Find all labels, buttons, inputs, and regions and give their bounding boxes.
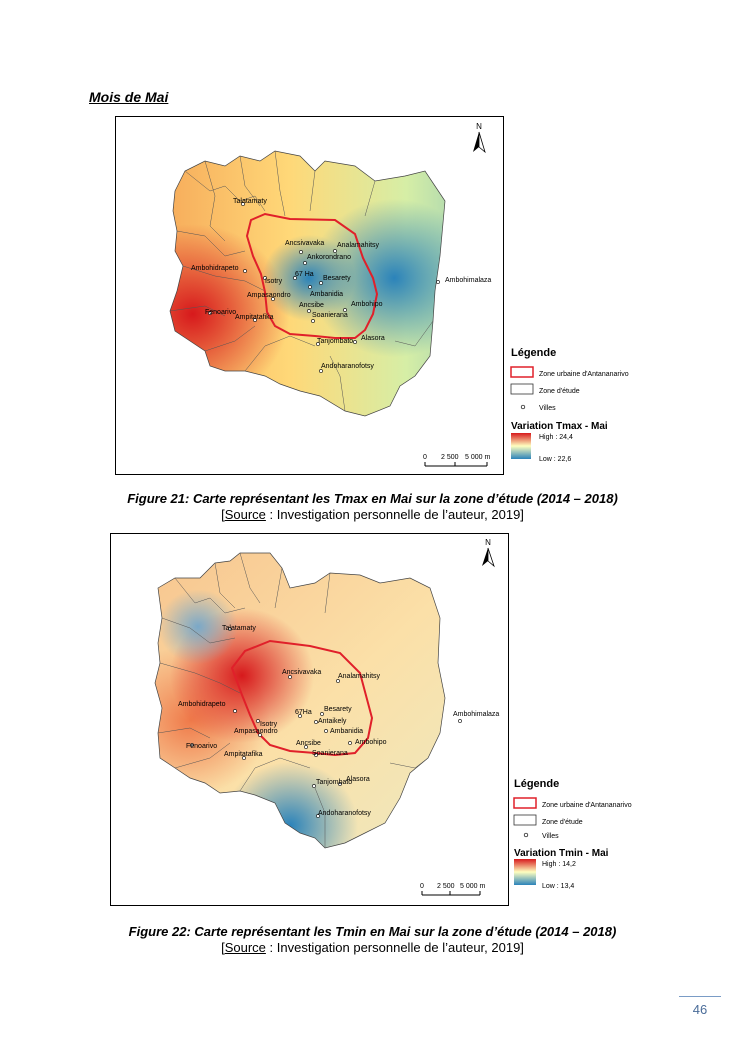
map-tmin: Talatamaty Ancsivavaka Analamahitsy 67Ha… (110, 533, 655, 908)
city-label: Analamahitsy (338, 673, 381, 680)
legend-cities-label: Villes (539, 405, 556, 412)
legend-urban-label: Zone urbaine d'Antananarivo (542, 802, 632, 809)
city-label: Tanjombato (316, 779, 352, 786)
scale-label: 0 (423, 454, 427, 461)
city-label: Ambohidrapeto (191, 265, 239, 272)
city-label: Besarety (324, 706, 352, 713)
scale-bar: 0 2 500 5 000 m (420, 883, 485, 896)
city-label: Alasora (361, 335, 385, 342)
legend-tmax: Légende Zone urbaine d'Antananarivo Zone… (510, 347, 629, 463)
city-label: Ambanidia (330, 728, 363, 735)
map-tmax-svg: Talatamaty Ancsivavaka Analamahitsy Anko… (115, 116, 629, 475)
city-label: Ankorondrano (307, 254, 351, 261)
city-label: Alasora (346, 776, 370, 783)
map-tmax: Talatamaty Ancsivavaka Analamahitsy Anko… (115, 116, 655, 476)
city-label: Ampasaondro (247, 292, 291, 299)
city-label: Ancsivavaka (282, 669, 321, 676)
north-arrow: N (473, 122, 486, 154)
legend-high-value: High : 14,2 (542, 861, 576, 868)
section-title: Mois de Mai (89, 89, 169, 105)
legend-tmin: Légende Zone urbaine d'Antananarivo Zone… (513, 778, 632, 890)
city-label: Ancsibe (296, 740, 321, 747)
page-number-rule (679, 996, 721, 997)
tmin-city-labels: Talatamaty Ancsivavaka Analamahitsy 67Ha… (178, 625, 499, 818)
city-label: Besarety (323, 275, 351, 282)
figure-22-source: [Source : Investigation personnelle de l… (221, 940, 524, 955)
city-label: Ampitatafika (224, 751, 263, 758)
city-label: Ambanidia (310, 291, 343, 298)
tmax-city-labels: Talatamaty Ancsivavaka Analamahitsy Anko… (191, 198, 491, 373)
source-text: : Investigation personnelle de l’auteur,… (265, 940, 524, 955)
legend-title: Légende (514, 778, 559, 790)
city-label: Andoharanofotsy (318, 810, 371, 817)
city-label: Analamahitsy (337, 242, 380, 249)
legend-variable-title: Variation Tmax - Mai (511, 421, 608, 432)
scale-label: 2 500 (437, 883, 455, 890)
map-tmin-svg: Talatamaty Ancsivavaka Analamahitsy 67Ha… (110, 533, 632, 906)
commune-boundaries (169, 150, 434, 412)
scale-label: 0 (420, 883, 424, 890)
city-label: Isotry (265, 278, 283, 285)
city-label: Talatamaty (222, 625, 256, 632)
city-label: Fenoarivo (186, 743, 217, 750)
scale-label: 2 500 (441, 454, 459, 461)
source-word: Source (224, 940, 266, 955)
city-label: 67Ha (295, 709, 312, 716)
figure-21-source: [Source : Investigation personnelle de l… (221, 507, 524, 522)
city-label: Soanierana (312, 750, 348, 757)
figure-22-title: Figure 22: Carte représentant les Tmin e… (128, 924, 617, 939)
urban-zone-outline (245, 212, 379, 339)
city-label: Isotry (260, 721, 278, 728)
city-label: Tanjombato (317, 338, 353, 345)
legend-high-value: High : 24,4 (539, 434, 573, 441)
city-label: Ampasaondro (234, 728, 278, 735)
north-arrow: N (482, 538, 495, 568)
legend-low-value: Low : 13,4 (542, 883, 574, 890)
city-label: Ambohidrapeto (178, 701, 226, 708)
city-label: Ancsibe (299, 302, 324, 309)
scale-bar: 0 2 500 5 000 m (423, 454, 490, 467)
city-label: Andoharanofotsy (321, 363, 374, 370)
commune-boundaries (157, 552, 429, 848)
legend-title: Légende (511, 347, 556, 359)
page-number: 46 (692, 1002, 708, 1017)
legend-urban-label: Zone urbaine d'Antananarivo (539, 371, 629, 378)
city-label: Antaikely (318, 718, 347, 725)
study-area-outline (169, 150, 446, 417)
city-label: Soanierana (312, 312, 348, 319)
legend-study-label: Zone d'étude (539, 388, 580, 395)
tmin-surface (155, 553, 445, 848)
city-label: Ampitatafika (235, 314, 274, 321)
legend-color-ramp (511, 433, 531, 459)
caption-figure-21: Figure 21: Carte représentant les Tmax e… (0, 491, 745, 523)
study-area-outline (154, 552, 446, 849)
city-label: Fenoarivo (205, 309, 236, 316)
legend-cities-label: Villes (542, 833, 559, 840)
figure-21-title: Figure 21: Carte représentant les Tmax e… (127, 491, 618, 506)
legend-variable-title: Variation Tmin - Mai (514, 848, 609, 859)
city-label: Ambohipo (351, 301, 383, 308)
city-label: Ambohipo (355, 739, 387, 746)
caption-figure-22: Figure 22: Carte représentant les Tmin e… (0, 924, 745, 956)
north-label: N (476, 122, 482, 131)
urban-zone-outline (230, 639, 374, 757)
city-label: 67 Ha (295, 271, 314, 278)
legend-study-label: Zone d'étude (542, 819, 583, 826)
north-label: N (485, 538, 491, 547)
source-word: Source (224, 507, 266, 522)
source-text: : Investigation personnelle de l’auteur,… (265, 507, 524, 522)
scale-label: 5 000 m (465, 454, 490, 461)
legend-low-value: Low : 22,6 (539, 456, 571, 463)
city-label: Talatamaty (233, 198, 267, 205)
legend-color-ramp (514, 859, 536, 885)
city-label: Ambohimalaza (453, 711, 499, 718)
city-label: Ancsivavaka (285, 240, 324, 247)
city-label: Ambohimalaza (445, 277, 491, 284)
scale-label: 5 000 m (460, 883, 485, 890)
